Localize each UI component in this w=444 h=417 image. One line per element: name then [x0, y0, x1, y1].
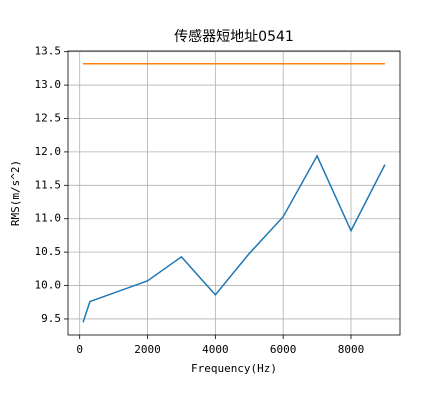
- y-tick-label: 9.5: [41, 312, 61, 325]
- y-tick-label: 10.0: [35, 279, 62, 292]
- y-tick-label: 13.5: [35, 45, 62, 58]
- x-axis-label: Frequency(Hz): [191, 362, 277, 375]
- chart-title: 传感器短地址0541: [174, 28, 294, 45]
- x-tick-label: 2000: [134, 343, 161, 356]
- y-tick-label: 11.5: [35, 178, 62, 191]
- x-tick-label: 4000: [202, 343, 229, 356]
- x-tick-label: 0: [76, 343, 83, 356]
- y-tick-label: 12.5: [35, 111, 62, 124]
- x-tick-label: 8000: [338, 343, 365, 356]
- data-line: [82, 154, 386, 323]
- x-tick-label: 6000: [270, 343, 297, 356]
- y-tick-label: 10.5: [35, 245, 62, 258]
- y-tick-label: 11.0: [35, 212, 62, 225]
- y-axis-label: RMS(m/s^2): [9, 160, 22, 226]
- y-tick-label: 13.0: [35, 78, 62, 91]
- y-tick-label: 12.0: [35, 145, 62, 158]
- plot-frame: [67, 50, 401, 336]
